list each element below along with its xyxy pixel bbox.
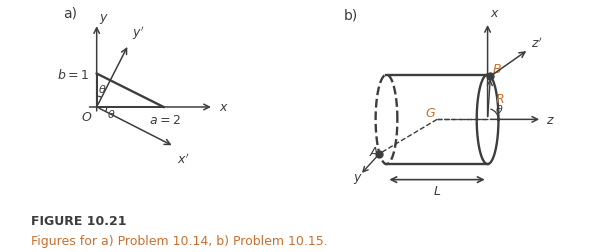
Text: $z'$: $z'$	[531, 37, 542, 51]
Text: Figures for a) Problem 10.14, b) Problem 10.15.: Figures for a) Problem 10.14, b) Problem…	[31, 234, 327, 247]
Text: $x$: $x$	[490, 7, 499, 20]
Text: $O$: $O$	[81, 110, 92, 123]
Text: $z$: $z$	[546, 113, 554, 126]
Text: FIGURE 10.21: FIGURE 10.21	[31, 214, 126, 227]
Text: $x$: $x$	[219, 101, 229, 114]
Text: $\theta$: $\theta$	[494, 103, 503, 115]
Text: $b{=}1$: $b{=}1$	[58, 67, 89, 81]
Text: $A$: $A$	[368, 146, 379, 159]
Text: b): b)	[344, 8, 358, 22]
Text: $B$: $B$	[492, 63, 502, 76]
Text: $R$: $R$	[494, 92, 504, 105]
Text: $a{=}2$: $a{=}2$	[149, 114, 181, 127]
Text: $y$: $y$	[99, 12, 109, 26]
Text: $\theta$: $\theta$	[107, 108, 116, 119]
Text: a): a)	[63, 7, 77, 21]
Text: $G$: $G$	[425, 107, 436, 120]
Text: $y$: $y$	[353, 171, 363, 185]
Text: $\theta$: $\theta$	[99, 83, 107, 94]
Text: $x'$: $x'$	[177, 152, 190, 166]
Text: $y'$: $y'$	[132, 24, 144, 42]
Text: $L$: $L$	[433, 184, 441, 197]
